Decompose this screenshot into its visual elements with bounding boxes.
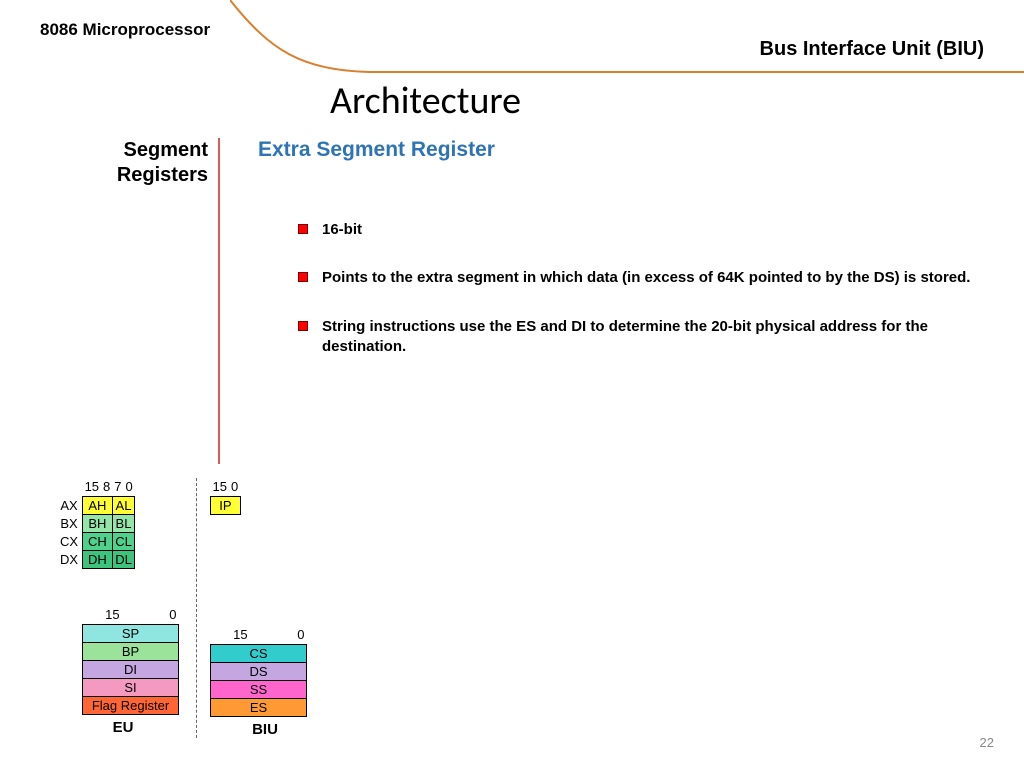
section-label: Segment Registers	[88, 138, 208, 188]
page-number: 22	[980, 735, 994, 750]
page-title: Architecture	[330, 78, 521, 124]
pointer-registers-table: 150SPBPDISIFlag Register	[82, 606, 179, 715]
eu-label: EU	[58, 719, 188, 736]
biu-label: BIU	[210, 721, 320, 738]
gp-registers-table: 15870AXAHALBXBHBLCXCHCLDXDHDL	[58, 478, 135, 569]
bullet-marker	[298, 272, 308, 282]
ip-register-table: 150IP	[210, 478, 241, 515]
bullet-text: Points to the extra segment in which dat…	[322, 268, 970, 288]
bullet-marker	[298, 224, 308, 234]
section-divider	[218, 138, 220, 464]
swoosh-curve	[230, 0, 1024, 80]
dashed-divider-1	[196, 478, 197, 738]
bullet-item: Points to the extra segment in which dat…	[298, 268, 978, 288]
segment-registers-table: 150CSDSSSES	[210, 626, 307, 717]
bullet-text: 16-bit	[322, 220, 362, 240]
subtitle: Extra Segment Register	[258, 138, 495, 162]
bullet-item: String instructions use the ES and DI to…	[298, 317, 978, 358]
bullet-item: 16-bit	[298, 220, 978, 240]
bullet-list: 16-bit Points to the extra segment in whi…	[298, 220, 978, 385]
bullet-marker	[298, 321, 308, 331]
header-left: 8086 Microprocessor	[40, 20, 210, 40]
bullet-text: String instructions use the ES and DI to…	[322, 317, 978, 358]
